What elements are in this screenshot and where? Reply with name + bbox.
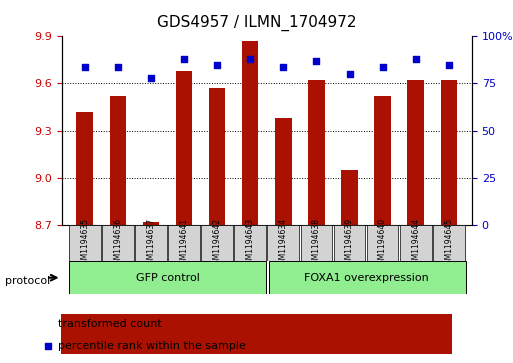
- FancyBboxPatch shape: [69, 225, 101, 261]
- FancyBboxPatch shape: [367, 225, 399, 261]
- FancyBboxPatch shape: [69, 261, 266, 294]
- FancyBboxPatch shape: [400, 225, 431, 261]
- Point: [147, 75, 155, 81]
- Text: GSM1194644: GSM1194644: [411, 218, 420, 269]
- FancyBboxPatch shape: [234, 225, 266, 261]
- Bar: [143, 222, 159, 225]
- FancyBboxPatch shape: [102, 225, 134, 261]
- Text: GSM1194635: GSM1194635: [80, 218, 89, 269]
- Bar: [242, 41, 259, 225]
- FancyBboxPatch shape: [135, 225, 167, 261]
- Point: [379, 64, 387, 69]
- Text: GSM1194641: GSM1194641: [180, 218, 188, 269]
- Point: [445, 62, 453, 68]
- Bar: [110, 96, 126, 225]
- Bar: [407, 80, 424, 225]
- Bar: [341, 170, 358, 225]
- Text: GSM1194645: GSM1194645: [444, 218, 453, 269]
- Text: GSM1194638: GSM1194638: [312, 218, 321, 269]
- Point: [213, 62, 221, 68]
- Bar: [76, 112, 93, 225]
- Text: GSM1194642: GSM1194642: [212, 218, 222, 269]
- Point: [279, 64, 287, 69]
- Text: percentile rank within the sample: percentile rank within the sample: [58, 341, 246, 351]
- Point: [246, 56, 254, 62]
- FancyBboxPatch shape: [301, 225, 332, 261]
- Text: FOXA1 overexpression: FOXA1 overexpression: [304, 273, 428, 283]
- Text: GSM1194637: GSM1194637: [146, 218, 155, 269]
- FancyBboxPatch shape: [333, 225, 365, 261]
- FancyBboxPatch shape: [168, 225, 200, 261]
- Text: GSM1194640: GSM1194640: [378, 218, 387, 269]
- Text: protocol: protocol: [5, 276, 50, 286]
- Text: GSM1194639: GSM1194639: [345, 218, 354, 269]
- Point: [180, 56, 188, 62]
- FancyBboxPatch shape: [201, 225, 233, 261]
- Bar: [209, 88, 225, 225]
- Point: [345, 71, 353, 77]
- FancyBboxPatch shape: [433, 225, 465, 261]
- Text: GSM1194636: GSM1194636: [113, 218, 122, 269]
- Bar: [441, 80, 457, 225]
- FancyBboxPatch shape: [269, 261, 466, 294]
- Point: [411, 56, 420, 62]
- Bar: [374, 96, 391, 225]
- Text: GSM1194643: GSM1194643: [246, 218, 255, 269]
- Text: GDS4957 / ILMN_1704972: GDS4957 / ILMN_1704972: [157, 15, 356, 31]
- Point: [312, 58, 321, 64]
- Text: GSM1194634: GSM1194634: [279, 218, 288, 269]
- Bar: [275, 118, 291, 225]
- Text: GFP control: GFP control: [135, 273, 200, 283]
- Bar: [308, 80, 325, 225]
- FancyBboxPatch shape: [267, 225, 299, 261]
- Bar: [176, 71, 192, 225]
- Point: [81, 64, 89, 69]
- Point: [114, 64, 122, 69]
- Text: transformed count: transformed count: [58, 319, 162, 329]
